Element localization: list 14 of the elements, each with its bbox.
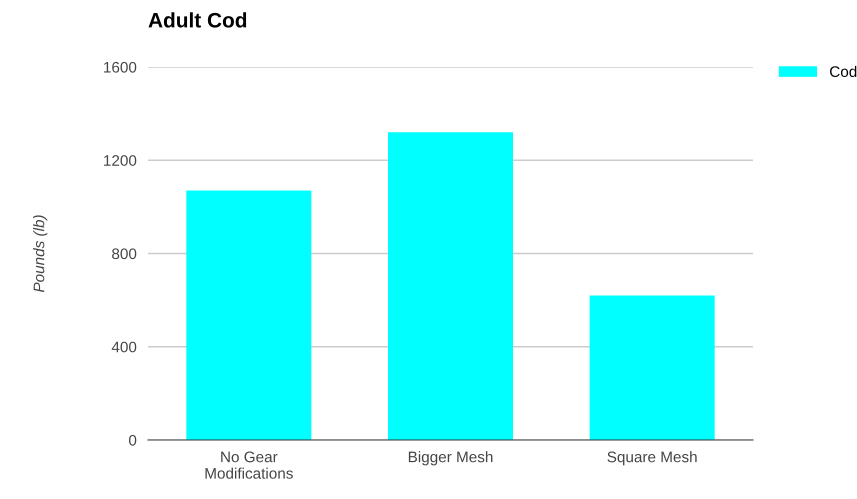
y-tick-label: 400: [112, 342, 136, 352]
x-tick-label: Square Mesh: [607, 451, 697, 466]
y-tick-label: 800: [112, 248, 136, 260]
chart-title: Adult Cod: [148, 12, 246, 28]
bar: [186, 190, 312, 440]
bar: [590, 295, 715, 440]
x-tick-label: No Gear Modifications: [206, 452, 293, 479]
y-tick-label: 1600: [104, 62, 136, 73]
y-tick-label: 0: [128, 434, 136, 446]
y-tick-label: 1200: [104, 155, 136, 166]
x-tick-label: Bigger Mesh: [408, 451, 492, 466]
legend-label: Cod: [830, 66, 856, 78]
y-axis-title: Pounds (lb): [33, 215, 48, 292]
bar: [388, 132, 514, 440]
